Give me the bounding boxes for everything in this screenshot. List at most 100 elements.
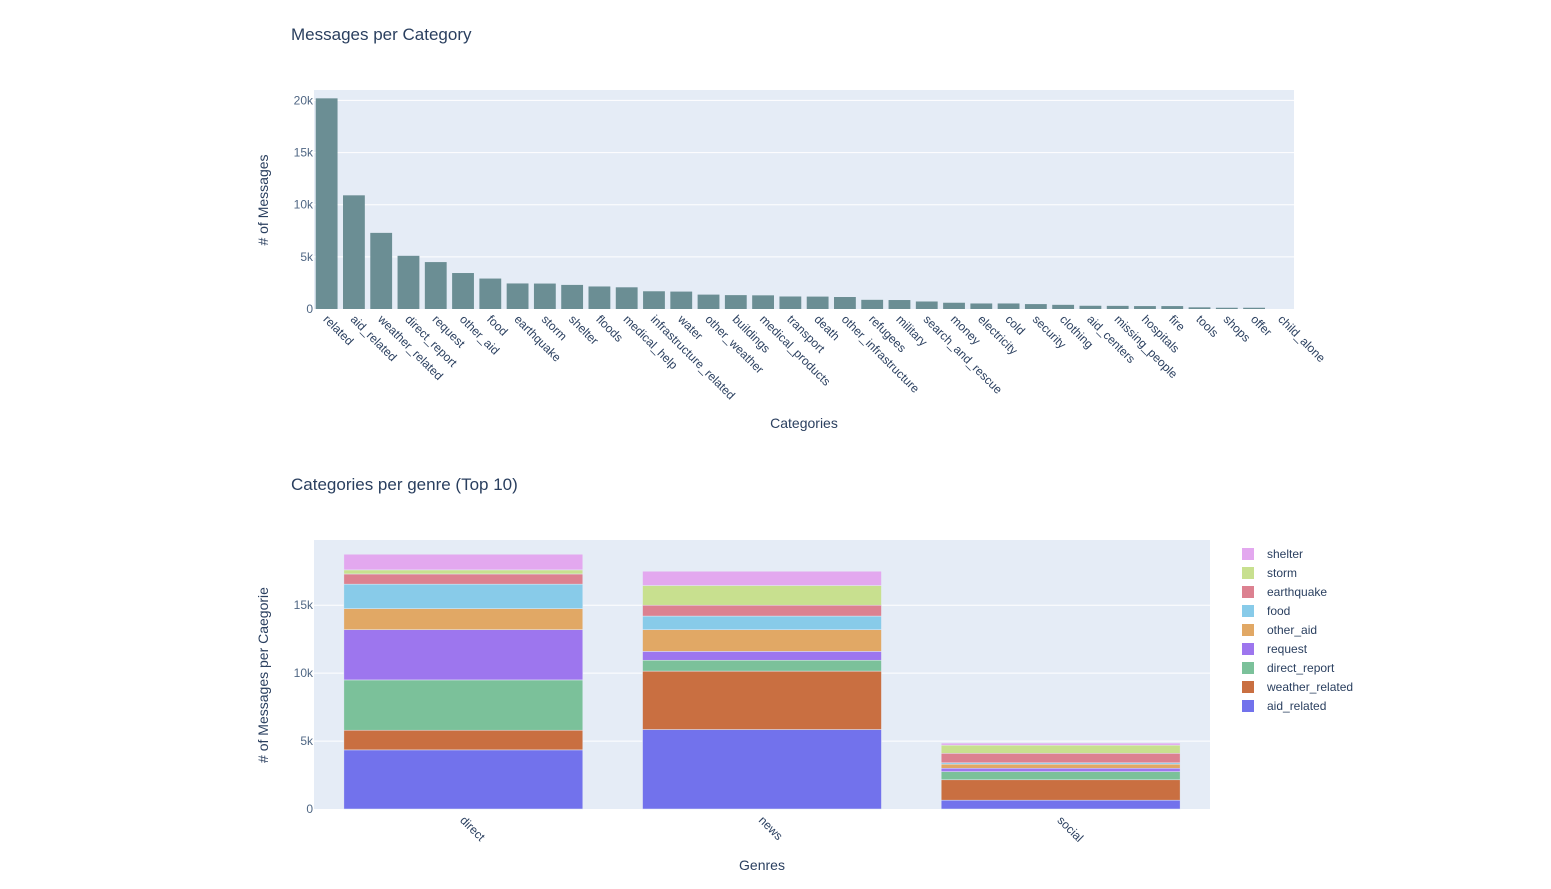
chart2-y-tick-label: 0 [306, 802, 313, 816]
chart2-bar-direct-shelter [343, 554, 584, 571]
chart2-y-axis-title: # of Messages per Caegorie [255, 587, 271, 763]
chart1-y-tick-label: 0 [306, 302, 313, 316]
legend-label: request [1267, 642, 1308, 656]
chart2-bar-direct-earthquake [343, 573, 584, 585]
chart1-bar-military [888, 300, 911, 309]
legend-item-other_aid[interactable]: other_aid [1242, 623, 1317, 637]
chart2-bar-social-request [940, 767, 1181, 772]
chart1-bar-buildings [724, 295, 747, 309]
chart2-bar-direct-storm [343, 569, 584, 575]
legend-swatch [1242, 643, 1254, 655]
chart1-x-tick-label: fire [1166, 312, 1188, 334]
chart2-y-tick-label: 15k [294, 598, 314, 612]
chart2-bar-news-aid_related [642, 729, 882, 810]
legend-label: other_aid [1267, 623, 1317, 637]
chart1-x-tick-label: tools [1193, 312, 1221, 340]
chart1-bar-medical_help [615, 287, 638, 309]
chart2-bar-news-weather_related [642, 670, 882, 730]
legend-item-direct_report[interactable]: direct_report [1242, 661, 1335, 675]
legend-swatch [1242, 586, 1254, 598]
chart2-bar-news-request [642, 651, 882, 661]
chart2-x-tick-label: social [1055, 813, 1087, 845]
chart1-bar-missing_people [1106, 305, 1129, 309]
chart2-bar-direct-request [343, 629, 584, 681]
chart2-bar-social-other_aid [940, 763, 1181, 769]
genre-chart: Categories per genre (Top 10) 05k10k15k … [255, 475, 1353, 873]
legend-swatch [1242, 662, 1254, 674]
chart1-bar-transport [779, 296, 802, 309]
chart2-bar-direct-direct_report [343, 679, 584, 731]
legend-item-storm[interactable]: storm [1242, 566, 1297, 580]
chart1-y-tick-label: 10k [294, 198, 314, 212]
chart1-bar-water [670, 291, 693, 309]
chart2-bar-news-shelter [642, 570, 882, 586]
chart1-bar-clothing [1052, 304, 1075, 309]
chart1-bar-infrastructure_related [643, 291, 665, 309]
legend-label: direct_report [1267, 661, 1335, 675]
chart1-bar-security [1024, 304, 1047, 309]
chart1-bar-weather_related [370, 232, 393, 309]
chart1-bar-shops [1215, 307, 1238, 309]
chart1-bar-floods [588, 286, 611, 309]
chart2-bar-social-earthquake [940, 753, 1181, 764]
chart2-bar-news-direct_report [642, 659, 882, 672]
chart1-bar-death [806, 296, 829, 309]
chart2-bar-direct-other_aid [343, 608, 584, 630]
chart1-plot-area [314, 90, 1294, 309]
chart1-bar-request [424, 262, 447, 309]
legend-swatch [1242, 567, 1254, 579]
chart1-bar-refugees [861, 299, 884, 309]
chart1-x-tick-label: shops [1221, 312, 1254, 345]
chart1-bar-other_weather [697, 294, 720, 309]
chart1-bar-aid_centers [1079, 305, 1102, 309]
chart2-bar-news-other_aid [642, 629, 882, 652]
chart2-x-tick-label: direct [457, 813, 488, 844]
legend-swatch [1242, 681, 1254, 693]
chart1-bar-electricity [970, 303, 993, 309]
legend-label: shelter [1267, 547, 1303, 561]
legend-item-weather_related[interactable]: weather_related [1242, 680, 1353, 694]
legend-swatch [1242, 700, 1254, 712]
chart2-bar-direct-weather_related [343, 729, 584, 751]
chart1-bar-related [315, 98, 338, 309]
legend-item-earthquake[interactable]: earthquake [1242, 585, 1327, 599]
chart1-title: Messages per Category [291, 25, 472, 44]
chart1-y-axis-title: # of Messages [255, 154, 271, 245]
chart1-bar-food [479, 278, 502, 309]
legend-label: aid_related [1267, 699, 1326, 713]
chart1-bar-search_and_rescue [915, 301, 938, 309]
chart1-bar-direct_report [397, 255, 420, 309]
chart2-bar-social-storm [940, 744, 1181, 754]
legend-label: weather_related [1266, 680, 1353, 694]
chart1-bar-hospitals [1134, 306, 1156, 309]
legend-item-request[interactable]: request [1242, 642, 1308, 656]
chart2-bar-social-direct_report [940, 771, 1181, 781]
legend-swatch [1242, 624, 1254, 636]
chart2-bar-news-food [642, 615, 882, 630]
chart2-bar-direct-aid_related [343, 749, 584, 810]
chart1-x-tick-label: child_alone [1275, 312, 1328, 365]
legend-item-aid_related[interactable]: aid_related [1242, 699, 1326, 713]
legend-swatch [1242, 548, 1254, 560]
chart1-bar-cold [997, 303, 1020, 309]
chart1-x-axis-title: Categories [770, 415, 838, 431]
chart2-bar-social-weather_related [940, 779, 1181, 801]
legend-swatch [1242, 605, 1254, 617]
legend-item-food[interactable]: food [1242, 604, 1290, 618]
chart1-bar-storm [533, 283, 556, 309]
chart2-bar-news-storm [642, 585, 882, 606]
chart1-y-tick-label: 20k [294, 93, 314, 107]
legend-item-shelter[interactable]: shelter [1242, 547, 1303, 561]
chart2-x-axis-title: Genres [739, 857, 785, 873]
chart2-y-tick-label: 10k [294, 666, 314, 680]
chart1-bar-medical_products [752, 295, 774, 309]
chart2-bar-news-earthquake [642, 604, 882, 617]
chart1-bar-aid_related [343, 195, 365, 309]
chart1-y-tick-label: 15k [294, 146, 314, 160]
legend-label: earthquake [1267, 585, 1327, 599]
chart2-x-tick-label: news [756, 813, 786, 843]
chart1-bar-fire [1161, 306, 1184, 309]
chart2-bar-direct-food [343, 583, 584, 609]
